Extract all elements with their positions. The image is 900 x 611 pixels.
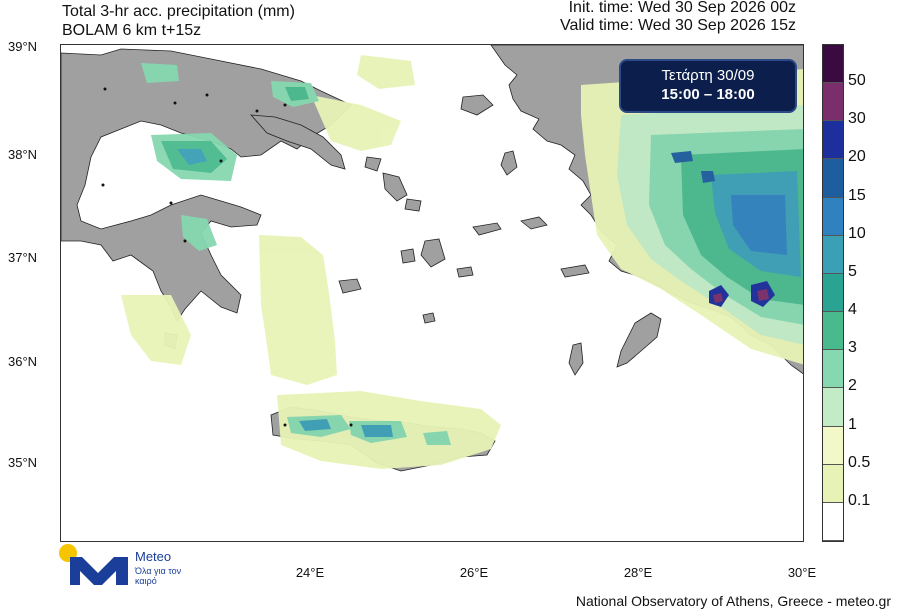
land-santorini [422,312,436,324]
lon-label: 26°E [459,565,489,580]
legend-label: 4 [848,301,857,319]
legend-label: 1 [848,415,857,433]
meteo-logo-icon [59,544,128,585]
lon-label: 30°E [787,565,817,580]
legend-swatch [823,426,843,465]
legend-label: 50 [848,72,866,90]
land-milos [338,278,362,294]
city-markers [101,87,353,427]
land-kos [560,264,590,278]
land-ikaria [472,222,502,236]
legend-swatch [823,350,843,389]
legend-label: 15 [848,186,866,204]
legend-swatch [823,197,843,236]
footer-credit: National Observatory of Athens, Greece -… [575,593,891,609]
map-title: Total 3-hr acc. precipitation (mm) [62,3,295,20]
land-euboea [250,114,346,170]
lat-label: 39°N [8,39,38,54]
logo-name: Meteo [135,549,172,564]
legend-label: 0.5 [848,453,871,471]
legend-swatch [823,121,843,160]
precipitation-map [60,44,804,542]
legend-swatch [823,464,843,503]
legend-swatch [823,502,843,541]
land-naxos [420,238,446,268]
map-canvas [61,45,803,472]
land-paros [400,248,416,264]
legend-label: 0.1 [848,491,871,509]
lat-label: 36°N [8,354,38,369]
legend-swatch [823,83,843,122]
legend-label: 10 [848,224,866,242]
color-scale-legend [822,44,844,542]
legend-swatch [823,273,843,313]
logo-tagline: Όλα για τον καιρό [135,566,182,586]
land-rhodes [616,312,662,368]
lon-label: 28°E [623,565,653,580]
legend-label: 3 [848,339,857,357]
lat-label: 37°N [8,250,38,265]
forecast-day: Τετάρτη 30/09 [661,67,755,84]
legend-label: 20 [848,148,866,166]
land-andros [382,172,408,202]
legend-label: 5 [848,262,857,280]
land-skyros [364,156,382,172]
forecast-period-box: Τετάρτη 30/09 15:00 – 18:00 [619,59,797,113]
forecast-hours: 15:00 – 18:00 [661,86,755,103]
lon-label: 24°E [295,565,325,580]
legend-swatch [823,159,843,198]
legend-swatch [823,312,843,351]
legend-label: 30 [848,110,866,128]
lat-label: 38°N [8,147,38,162]
land-lesvos [460,94,494,116]
land-amorgos [456,266,474,278]
lat-label: 35°N [8,455,38,470]
init-time: Init. time: Wed 30 Sep 2026 00z [568,0,796,16]
legend-label: 2 [848,377,857,395]
legend-swatch [823,45,843,84]
land-karpathos [568,342,584,376]
land-samos [520,216,548,230]
legend-swatch [823,388,843,427]
legend-swatch [823,235,843,274]
precip-overlay [121,55,803,469]
model-subtitle: BOLAM 6 km t+15z [62,22,202,39]
land-tinos [404,198,422,212]
land-chios [500,150,518,176]
valid-time: Valid time: Wed 30 Sep 2026 15z [560,17,796,34]
